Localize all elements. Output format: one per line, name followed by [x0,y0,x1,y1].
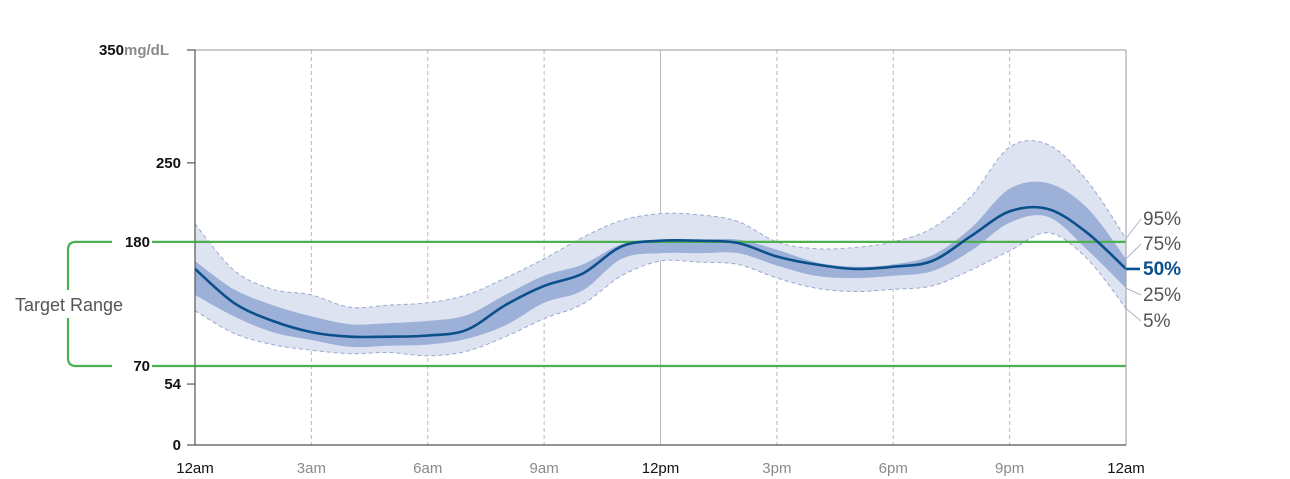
median-line-group [194,205,1127,339]
pct-label-75%: 75% [1143,234,1181,255]
x-tick-label-12pm: 12pm [642,460,680,477]
x-tick-label-3am: 3am [297,460,326,477]
pct-connector-95% [1125,218,1142,239]
x-tick-label-6pm: 6pm [879,460,908,477]
pct-label-25%: 25% [1143,285,1181,306]
x-axis-ticks: 12am 3am 6am 9am 12pm 3pm 6pm 9pm 12am [176,460,1145,477]
pct-label-5%: 5% [1143,311,1171,332]
band-edge-95 [194,140,1127,309]
median-line [194,205,1127,339]
y-tick-label-180: 180 [125,234,150,251]
y-tick-label-250: 250 [156,155,181,172]
plot-frame [194,49,1127,446]
y-axis-unit: mg/dL [124,42,169,59]
target-range-label: Target Range [15,295,123,315]
y-tick-label-54: 54 [164,376,181,393]
target-range-bracket: Target Range [8,240,130,368]
x-tick-label-6am: 6am [413,460,442,477]
y-tick-label-70: 70 [133,358,150,375]
band-edge-5 [194,232,1127,357]
band-25-75 [195,181,1126,348]
pct-connector-75% [1125,243,1142,260]
y-tick-label-0: 0 [173,437,181,454]
y-axis-ticks: 350 mg/dL 250 180 70 54 0 [99,42,195,454]
x-tick-label-12am: 12am [1107,460,1145,477]
percentile-bands [194,140,1127,357]
x-tick-label-3pm: 3pm [762,460,791,477]
pct-connector-25% [1125,287,1142,296]
x-tick-label-9pm: 9pm [995,460,1024,477]
pct-label-50%: 50% [1143,259,1181,280]
percentile-legend: 95% 75% 50% 25% 5% [1125,209,1181,332]
pct-connector-5% [1125,308,1142,322]
x-tick-label-12am: 12am [176,460,214,477]
y-tick-label-350: 350 [99,42,124,59]
x-tick-label-9am: 9am [530,460,559,477]
target-label-bg [8,290,130,318]
pct-label-95%: 95% [1143,209,1181,230]
